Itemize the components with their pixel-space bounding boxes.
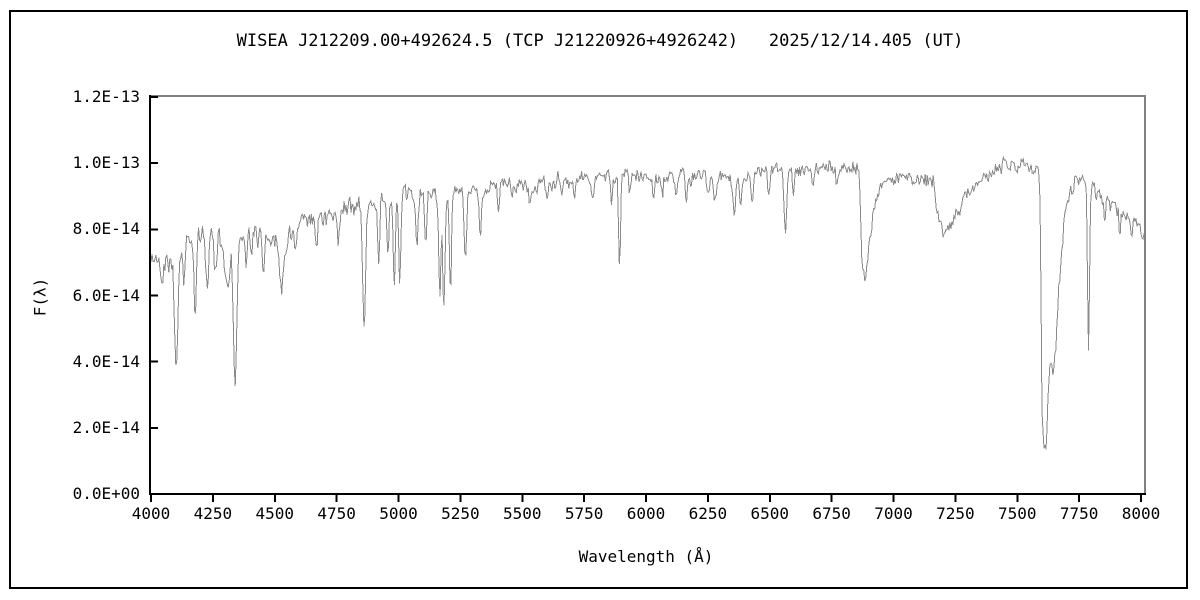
x-tick-label: 5250 xyxy=(441,504,480,523)
y-tick-label: 6.0E-14 xyxy=(72,285,140,305)
x-tick-label: 6000 xyxy=(626,504,666,523)
y-tick-label: 1.0E-13 xyxy=(72,153,140,173)
y-tick-label: 2.0E-14 xyxy=(72,417,140,437)
x-tick-label: 6250 xyxy=(688,504,728,523)
x-tick-label: 6500 xyxy=(750,504,790,523)
x-axis-title: Wavelength (Å) xyxy=(578,547,714,566)
x-tick-label: 7250 xyxy=(936,504,975,523)
chart-title: WISEA J212209.00+492624.5 (TCP J21220926… xyxy=(236,31,964,51)
y-tick-label: 4.0E-14 xyxy=(72,351,140,371)
y-tick-label: 0.0E+00 xyxy=(72,484,140,503)
x-tick-label: 5750 xyxy=(564,504,604,523)
x-tick-label: 7500 xyxy=(997,504,1037,523)
x-tick-label: 4250 xyxy=(193,504,233,523)
x-tick-label: 5000 xyxy=(379,504,418,523)
x-tick-label: 6750 xyxy=(812,504,851,523)
x-tick-label: 4000 xyxy=(131,504,171,523)
y-tick-label: 8.0E-14 xyxy=(72,219,140,239)
y-tick-label: 1.2E-13 xyxy=(72,87,140,106)
x-tick-label: 4750 xyxy=(317,504,356,523)
x-tick-label: 7750 xyxy=(1059,504,1099,523)
spectrum-trace xyxy=(150,156,1146,450)
x-tick-label: 8000 xyxy=(1121,504,1161,523)
x-tick-label: 5500 xyxy=(502,504,542,523)
x-tick-label: 4500 xyxy=(255,504,295,523)
x-tick-label: 7000 xyxy=(874,504,913,523)
